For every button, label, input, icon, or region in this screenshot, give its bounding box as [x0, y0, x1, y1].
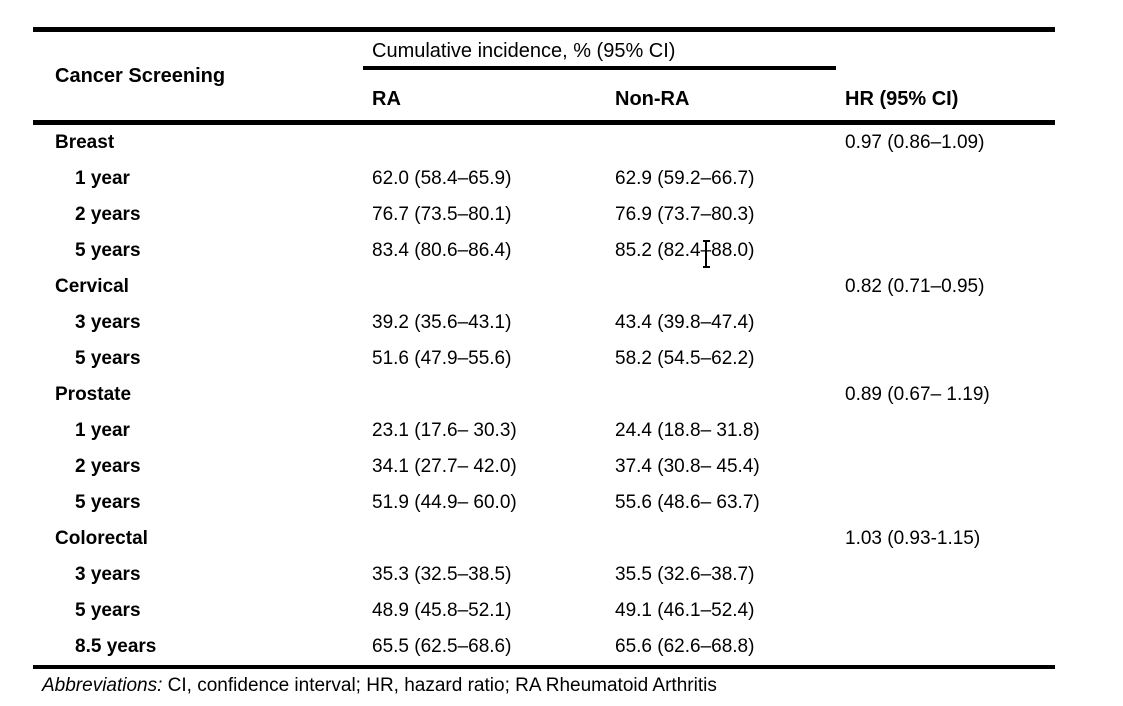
- empty-cell: [836, 197, 1055, 233]
- empty-cell: [606, 269, 836, 305]
- row-label: 5 years: [75, 600, 141, 621]
- non-ra-value-with-cursor: 85.2 (82.4–88.0): [606, 233, 836, 269]
- table-row: 1 year 23.1 (17.6– 30.3) 24.4 (18.8– 31.…: [33, 413, 1055, 449]
- group-label: Prostate: [55, 384, 132, 405]
- empty-cell: [836, 305, 1055, 341]
- column-header-non-ra: Non-RA: [606, 68, 836, 125]
- row-label: 5 years: [75, 240, 141, 261]
- table-row: 2 years 76.7 (73.5–80.1) 76.9 (73.7–80.3…: [33, 197, 1055, 233]
- ra-value: 48.9 (45.8–52.1): [372, 600, 512, 621]
- non-ra-value: 49.1 (46.1–52.4): [615, 600, 755, 621]
- group-row-cervical: Cervical 0.82 (0.71–0.95): [33, 269, 1055, 305]
- non-ra-value: 65.6 (62.6–68.8): [606, 629, 836, 669]
- column-header-hr: HR (95% CI): [836, 27, 1055, 125]
- column-header-cancer-screening: Cancer Screening: [33, 27, 363, 125]
- empty-cell: [363, 377, 606, 413]
- table-row: 5 years 83.4 (80.6–86.4) 85.2 (82.4–88.0…: [33, 233, 1055, 269]
- hr-value: 0.82 (0.71–0.95): [845, 276, 985, 297]
- screening-table: Cancer Screening Cumulative incidence, %…: [33, 27, 1055, 669]
- hr-value: 0.89 (0.67– 1.19): [845, 384, 990, 405]
- non-ra-value: 76.9 (73.7–80.3): [615, 204, 755, 225]
- column-spanner-cumulative-incidence: Cumulative incidence, % (95% CI): [363, 27, 836, 70]
- header-row-subcolumns: RA Non-RA: [33, 68, 1055, 125]
- non-ra-value: 24.4 (18.8– 31.8): [615, 420, 760, 441]
- table-row: 5 years 48.9 (45.8–52.1) 49.1 (46.1–52.4…: [33, 593, 1055, 629]
- table-header: Cancer Screening Cumulative incidence, %…: [33, 27, 1055, 125]
- empty-cell: [606, 521, 836, 557]
- table-row: 1 year 62.0 (58.4–65.9) 62.9 (59.2–66.7): [33, 161, 1055, 197]
- empty-cell: [363, 123, 606, 162]
- empty-cell: [836, 161, 1055, 197]
- row-label: 3 years: [75, 312, 141, 333]
- table-row: 8.5 years 65.5 (62.5–68.6) 65.6 (62.6–68…: [33, 629, 1055, 669]
- empty-cell: [836, 413, 1055, 449]
- ra-value: 65.5 (62.5–68.6): [363, 629, 606, 669]
- empty-cell: [836, 485, 1055, 521]
- group-label: Breast: [55, 132, 115, 153]
- group-row-breast: Breast 0.97 (0.86–1.09): [33, 123, 1055, 162]
- empty-cell: [836, 449, 1055, 485]
- empty-cell: [836, 233, 1055, 269]
- non-ra-value: 43.4 (39.8–47.4): [615, 312, 755, 333]
- empty-cell: [836, 557, 1055, 593]
- ra-value: 51.9 (44.9– 60.0): [372, 492, 517, 513]
- ra-value: 62.0 (58.4–65.9): [372, 168, 512, 189]
- row-label: 3 years: [75, 564, 141, 585]
- non-ra-value: 55.6 (48.6– 63.7): [615, 492, 760, 513]
- table-row: 2 years 34.1 (27.7– 42.0) 37.4 (30.8– 45…: [33, 449, 1055, 485]
- hr-value: 0.97 (0.86–1.09): [845, 132, 985, 153]
- table-row: 5 years 51.6 (47.9–55.6) 58.2 (54.5–62.2…: [33, 341, 1055, 377]
- non-ra-value: 35.5 (32.6–38.7): [615, 564, 755, 585]
- row-label: 2 years: [75, 204, 141, 225]
- ra-value: 76.7 (73.5–80.1): [372, 204, 512, 225]
- non-ra-value: 85.2 (82.4–88.0): [615, 240, 755, 261]
- row-label: 8.5 years: [33, 629, 363, 669]
- row-label: 5 years: [75, 348, 141, 369]
- row-label: 5 years: [75, 492, 141, 513]
- empty-cell: [606, 377, 836, 413]
- non-ra-value: 62.9 (59.2–66.7): [615, 168, 755, 189]
- ra-value: 34.1 (27.7– 42.0): [372, 456, 517, 477]
- row-label: 1 year: [75, 420, 130, 441]
- header-row-spanner: Cancer Screening Cumulative incidence, %…: [33, 27, 1055, 125]
- table-body: Breast 0.97 (0.86–1.09) 1 year 62.0 (58.…: [33, 123, 1055, 669]
- empty-cell: [836, 341, 1055, 377]
- table-row: 5 years 51.9 (44.9– 60.0) 55.6 (48.6– 63…: [33, 485, 1055, 521]
- hr-value: 1.03 (0.93-1.15): [845, 528, 981, 549]
- group-row-prostate: Prostate 0.89 (0.67– 1.19): [33, 377, 1055, 413]
- empty-cell: [836, 629, 1055, 669]
- abbreviations-footnote: Abbreviations: CI, confidence interval; …: [33, 669, 1055, 699]
- group-label: Colorectal: [55, 528, 148, 549]
- table-row: 3 years 35.3 (32.5–38.5) 35.5 (32.6–38.7…: [33, 557, 1055, 593]
- empty-cell: [363, 521, 606, 557]
- non-ra-value: 37.4 (30.8– 45.4): [615, 456, 760, 477]
- ra-value: 51.6 (47.9–55.6): [372, 348, 512, 369]
- footnote-label: Abbreviations:: [42, 675, 163, 696]
- row-label: 1 year: [75, 168, 130, 189]
- table-row: 3 years 39.2 (35.6–43.1) 43.4 (39.8–47.4…: [33, 305, 1055, 341]
- footnote-text: CI, confidence interval; HR, hazard rati…: [162, 675, 717, 696]
- ra-value: 83.4 (80.6–86.4): [372, 240, 512, 261]
- empty-cell: [363, 269, 606, 305]
- row-label: 2 years: [75, 456, 141, 477]
- group-row-colorectal: Colorectal 1.03 (0.93-1.15): [33, 521, 1055, 557]
- non-ra-value: 58.2 (54.5–62.2): [615, 348, 755, 369]
- ra-value: 39.2 (35.6–43.1): [372, 312, 512, 333]
- empty-cell: [606, 123, 836, 162]
- ra-value: 23.1 (17.6– 30.3): [372, 420, 517, 441]
- empty-cell: [836, 593, 1055, 629]
- column-header-ra: RA: [363, 68, 606, 125]
- ra-value: 35.3 (32.5–38.5): [372, 564, 512, 585]
- group-label: Cervical: [55, 276, 129, 297]
